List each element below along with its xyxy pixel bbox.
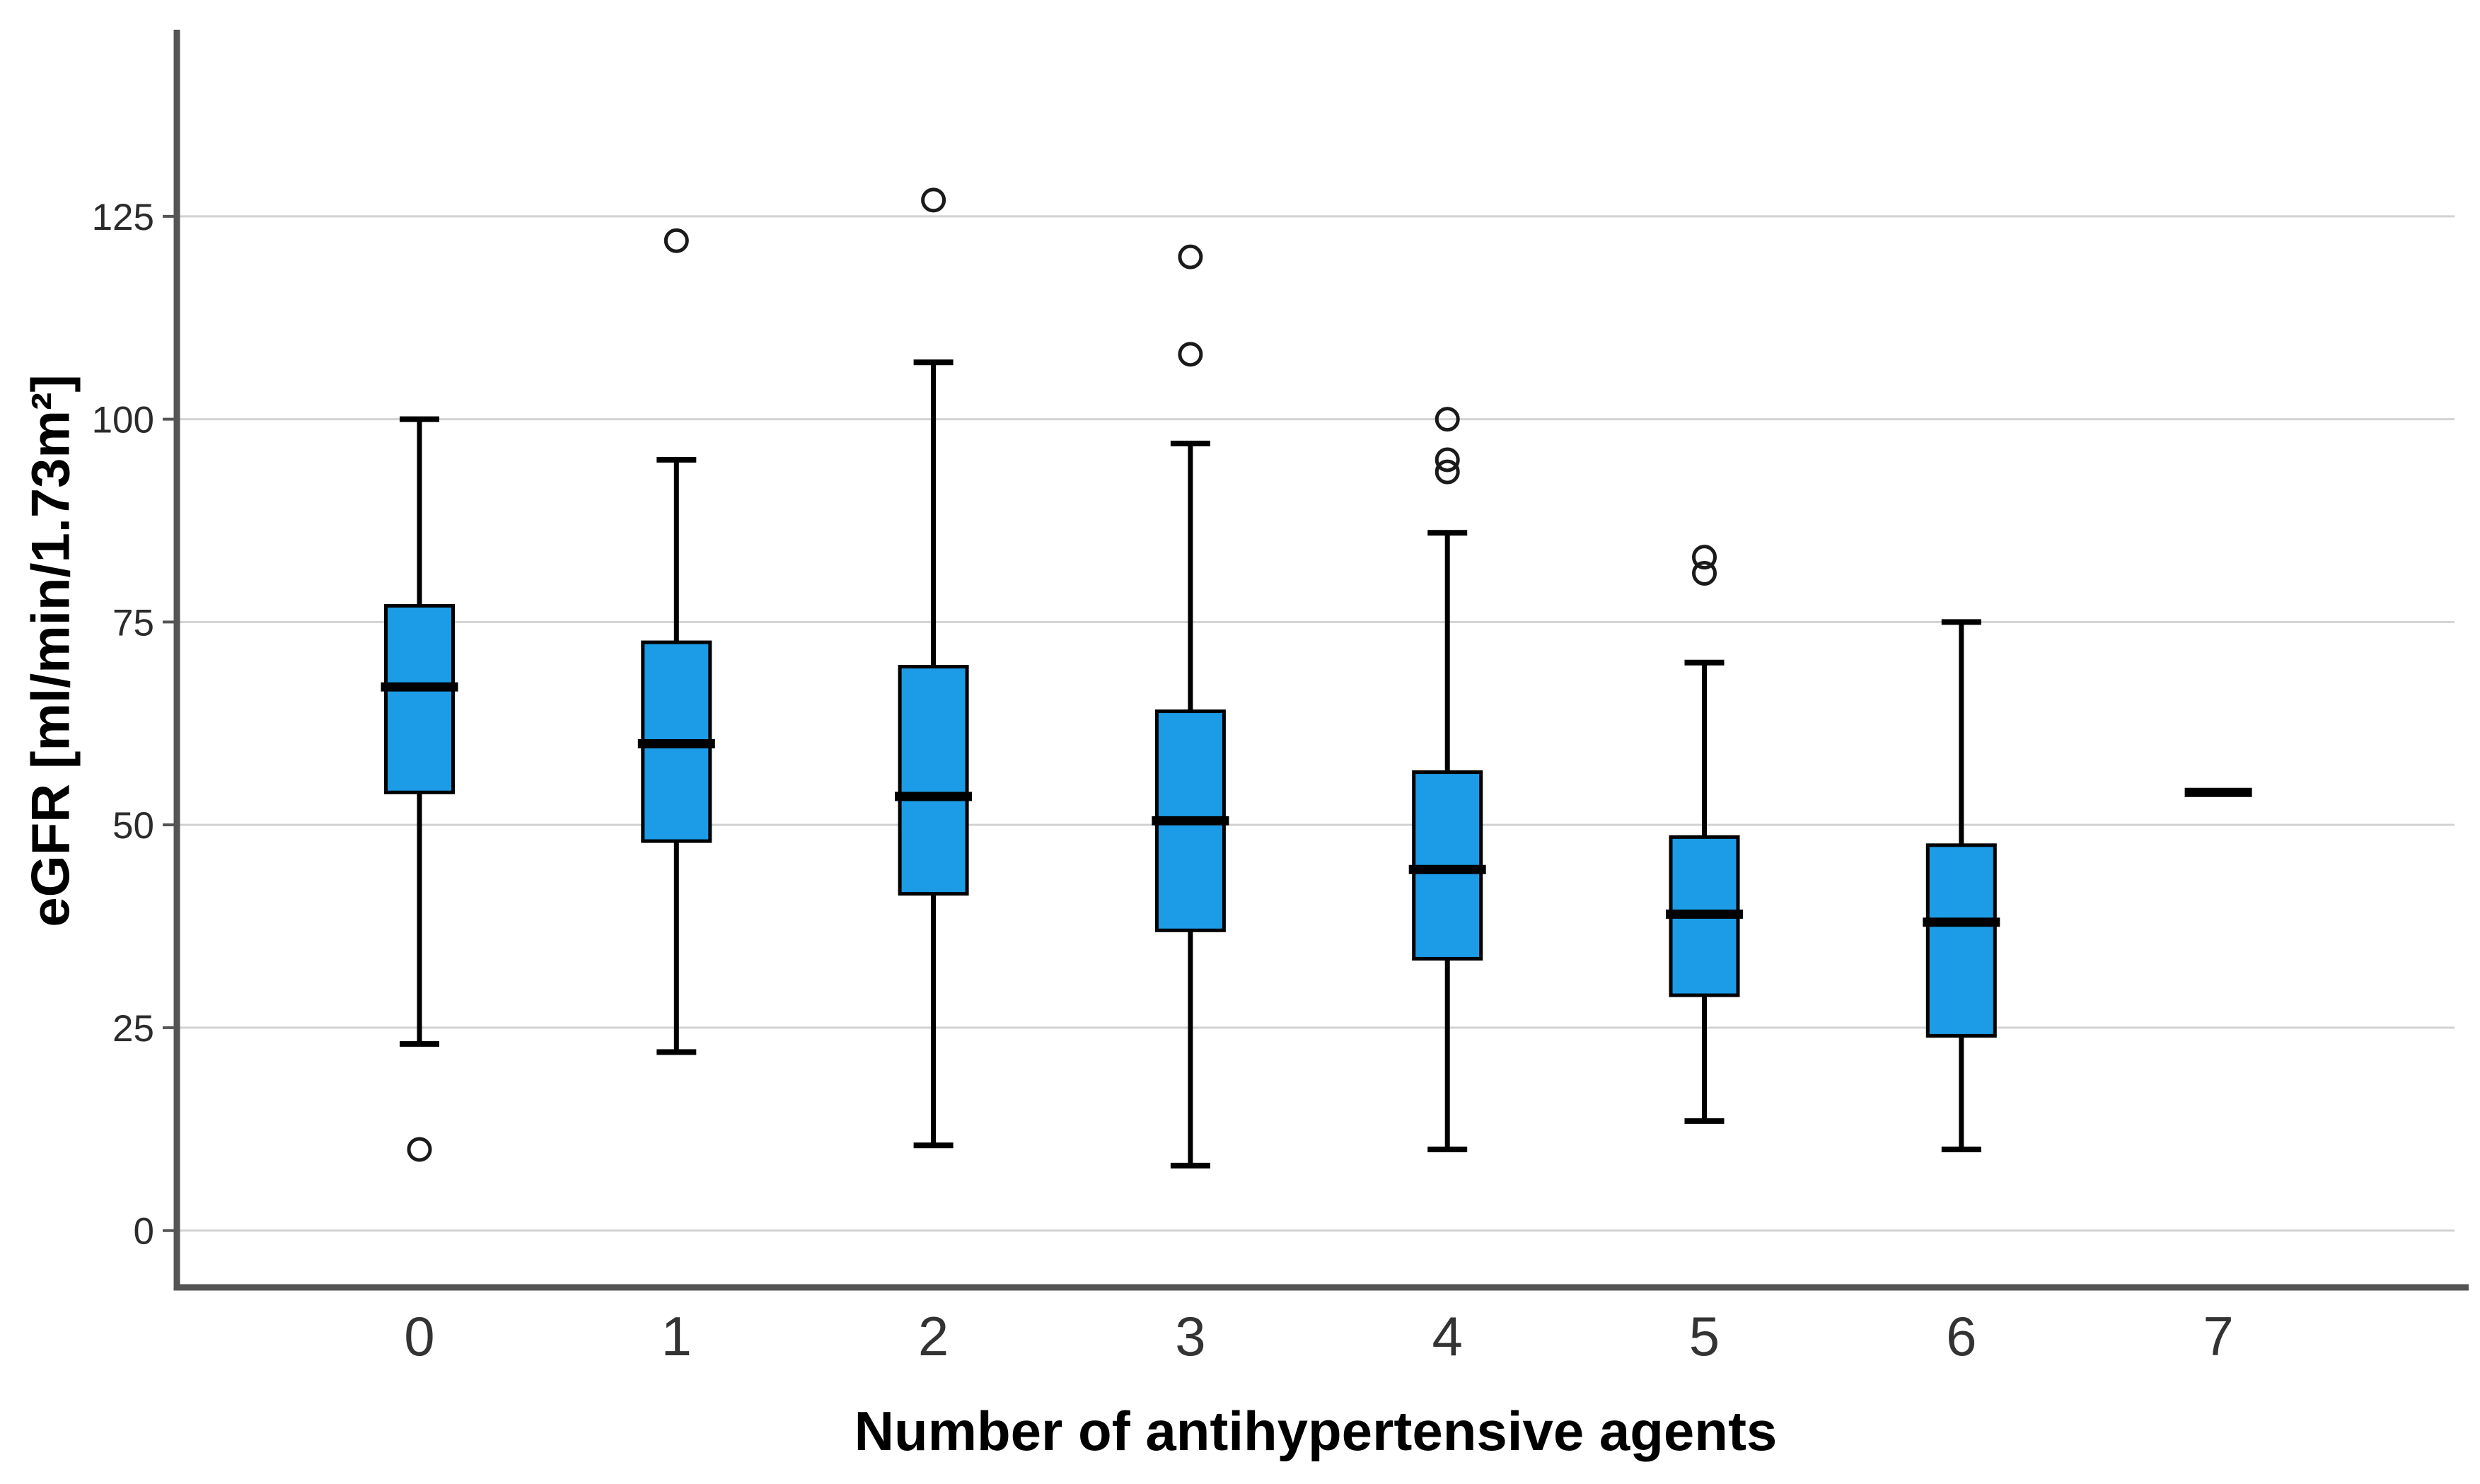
outlier-point <box>664 228 689 253</box>
x-tick-label: 4 <box>1432 1305 1463 1367</box>
outlier-point <box>1178 244 1203 269</box>
outlier-point <box>921 187 946 213</box>
outlier-point <box>1435 459 1460 485</box>
y-tick-label: 25 <box>112 1008 154 1050</box>
x-tick-label: 6 <box>1946 1305 1976 1367</box>
y-tick-label: 0 <box>134 1211 154 1253</box>
iqr-box <box>898 664 969 896</box>
outlier-point <box>1178 342 1203 367</box>
iqr-box <box>384 603 455 794</box>
x-tick-label: 7 <box>2203 1305 2233 1367</box>
outlier-point <box>407 1137 432 1162</box>
y-tick-label: 50 <box>112 805 154 847</box>
x-tick-label: 1 <box>661 1305 692 1367</box>
x-tick-label: 0 <box>404 1305 434 1367</box>
x-axis-title: Number of antihypertensive agents <box>854 1400 1778 1462</box>
y-tick-label: 125 <box>92 197 154 238</box>
iqr-box <box>1925 843 1997 1038</box>
x-tick-label: 5 <box>1689 1305 1720 1367</box>
outlier-point <box>1435 447 1460 473</box>
outlier-point <box>1692 561 1717 586</box>
outlier-point <box>1692 545 1717 570</box>
x-tick-label: 2 <box>918 1305 949 1367</box>
y-tick-label: 100 <box>92 400 154 441</box>
y-tick-label: 75 <box>112 602 154 644</box>
outlier-point <box>1435 407 1460 432</box>
x-tick-label: 3 <box>1175 1305 1205 1367</box>
y-axis-title: eGFR [ml/min/1.73m²] <box>21 374 81 927</box>
